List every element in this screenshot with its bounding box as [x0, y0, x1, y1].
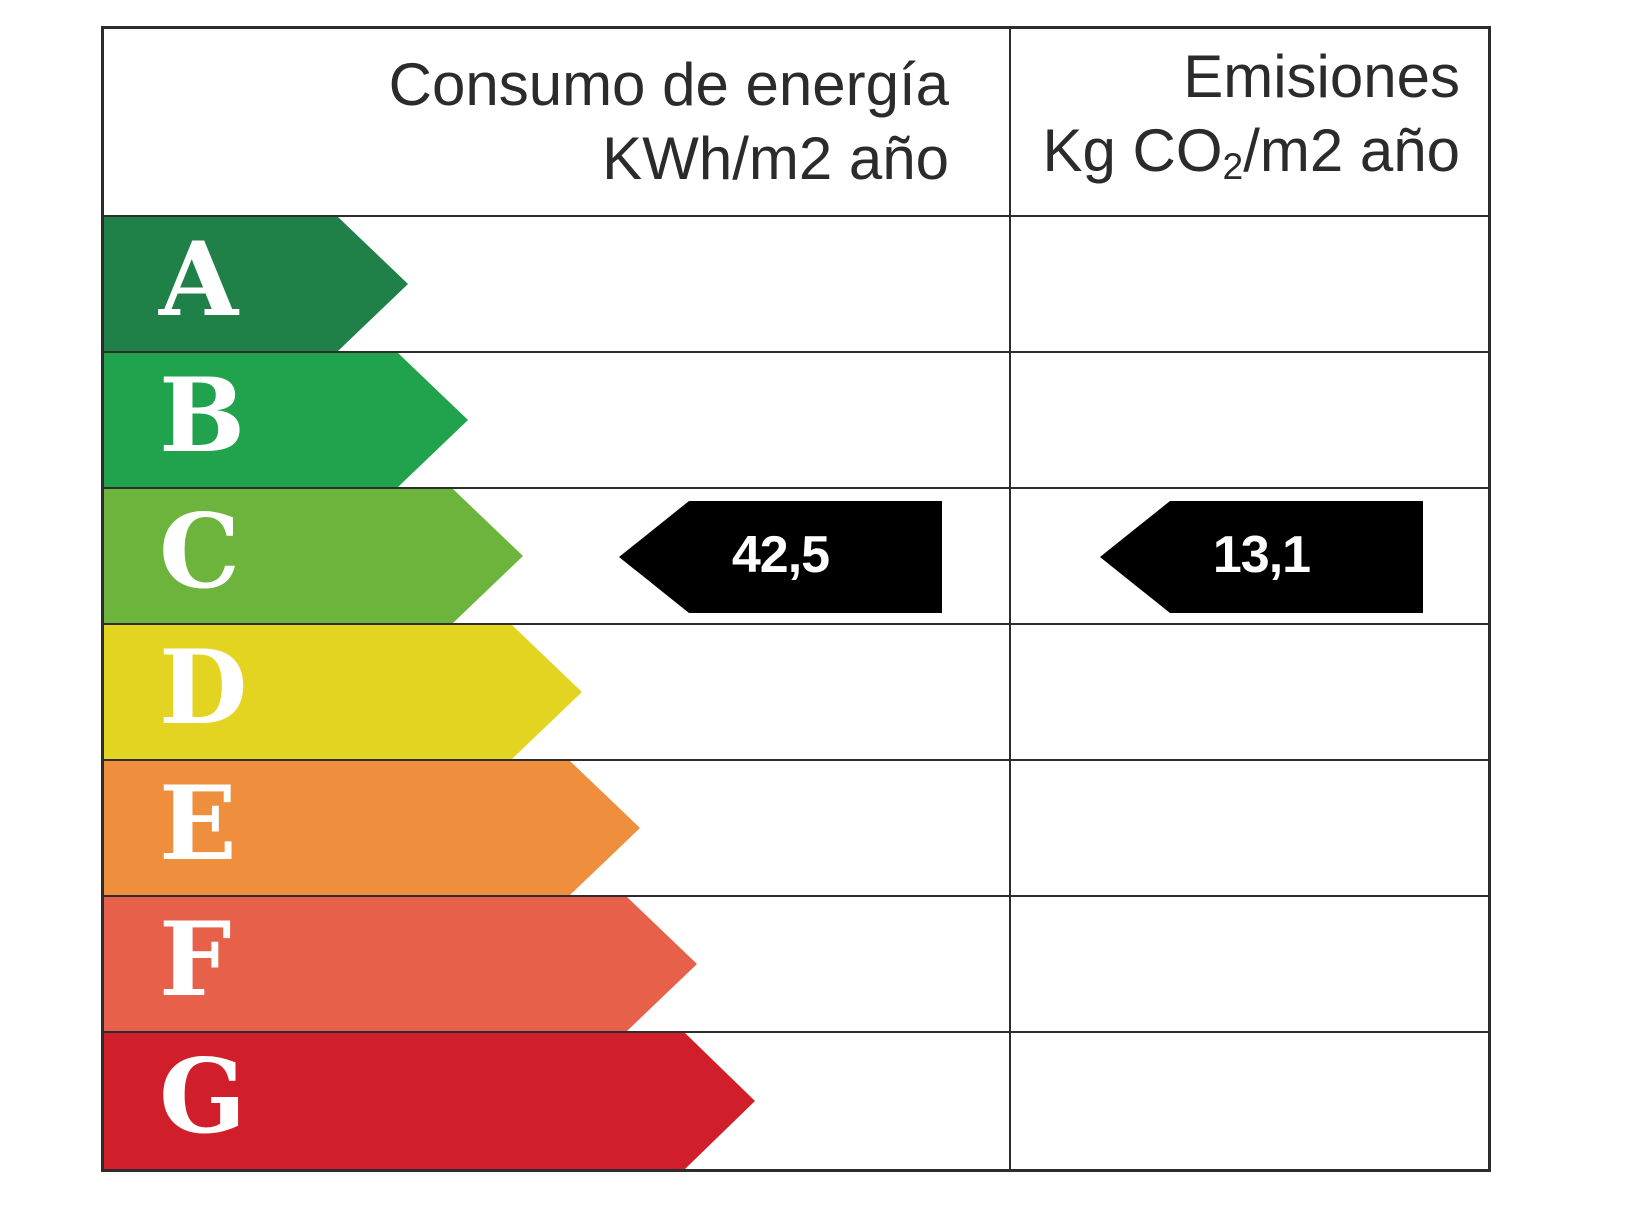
- emissions-header-line1: Emisiones: [1183, 43, 1460, 111]
- rating-arrow-c: C: [104, 489, 523, 623]
- rating-letter: A: [159, 220, 239, 340]
- rating-letter: E: [159, 764, 237, 884]
- rating-row-d: D: [104, 625, 1488, 761]
- emissions-cell: [1011, 217, 1488, 351]
- rating-letter: C: [159, 492, 241, 612]
- consumption-cell: A: [104, 217, 1011, 351]
- consumption-cell: C 42,5: [104, 489, 1011, 623]
- rating-arrow-f: F: [104, 897, 697, 1031]
- emissions-value-arrow: 13,1: [1100, 501, 1423, 613]
- consumption-cell: F: [104, 897, 1011, 1031]
- rating-row-f: F: [104, 897, 1488, 1033]
- rating-row-e: E: [104, 761, 1488, 897]
- consumption-cell: G: [104, 1033, 1011, 1169]
- rating-letter: B: [159, 356, 246, 476]
- emissions-cell: [1011, 353, 1488, 487]
- emissions-cell: [1011, 761, 1488, 895]
- consumption-header-line2: KWh/m2 año: [602, 125, 949, 192]
- emissions-cell: [1011, 897, 1488, 1031]
- emissions-column-header: Emisiones Kg CO2/m2 año: [1011, 29, 1488, 215]
- consumption-column-header: Consumo de energía KWh/m2 año: [104, 29, 1011, 215]
- rating-row-b: B: [104, 353, 1488, 489]
- consumption-cell: E: [104, 761, 1011, 895]
- rating-letter: F: [159, 900, 232, 1020]
- rating-letter: G: [159, 1037, 247, 1157]
- rating-arrow-b: B: [104, 353, 468, 487]
- emissions-cell: [1011, 625, 1488, 759]
- rating-table: Consumo de energía KWh/m2 año Emisiones …: [101, 26, 1491, 1172]
- rating-row-c: C 42,5 13,1: [104, 489, 1488, 625]
- consumption-value-arrow: 42,5: [619, 501, 942, 613]
- rating-arrow-e: E: [104, 761, 640, 895]
- emissions-cell: 13,1: [1011, 489, 1488, 623]
- consumption-cell: D: [104, 625, 1011, 759]
- emissions-header-line2: Kg CO2/m2 año: [1042, 117, 1460, 188]
- table-header-row: Consumo de energía KWh/m2 año Emisiones …: [104, 29, 1488, 217]
- emissions-cell: [1011, 1033, 1488, 1169]
- co2-subscript: 2: [1222, 145, 1244, 188]
- emissions-value: 13,1: [1212, 526, 1311, 584]
- rating-arrow-g: G: [104, 1033, 755, 1169]
- consumption-cell: B: [104, 353, 1011, 487]
- rating-arrow-d: D: [104, 625, 582, 759]
- rating-arrow-a: A: [104, 217, 408, 351]
- rating-row-a: A: [104, 217, 1488, 353]
- rating-letter: D: [159, 628, 248, 748]
- rating-row-g: G: [104, 1033, 1488, 1169]
- consumption-header-line1: Consumo de energía: [388, 51, 949, 118]
- consumption-value: 42,5: [731, 526, 830, 584]
